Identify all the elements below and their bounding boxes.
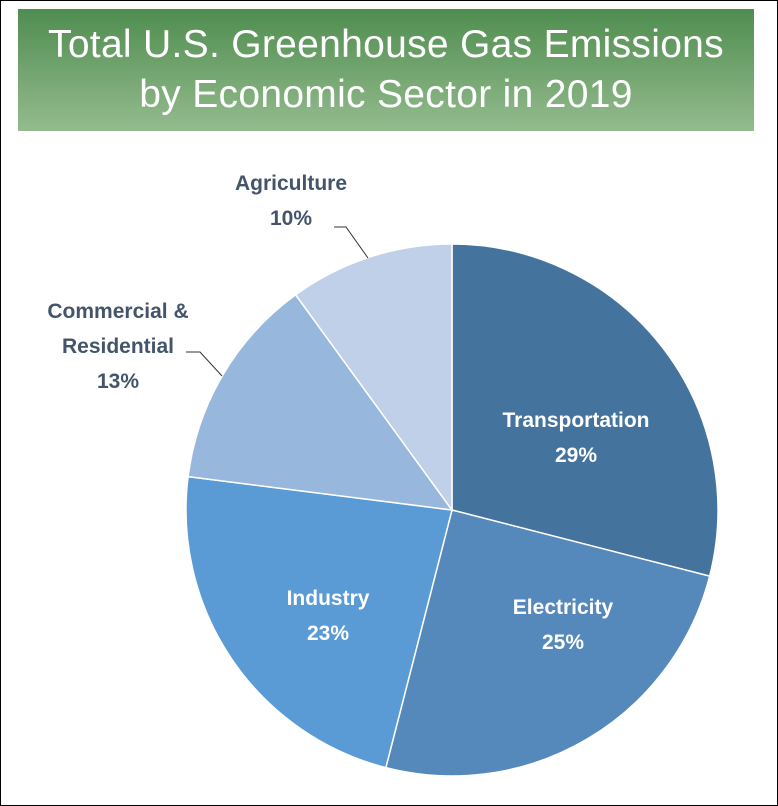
- pie-slice-industry: [185, 475, 453, 769]
- data-label-value: 23%: [307, 622, 349, 645]
- chart-title-line-2: by Economic Sector in 2019: [139, 73, 633, 116]
- data-label: Electricity 25%: [513, 596, 614, 654]
- pie-slice-agriculture: [294, 243, 453, 513]
- data-label-name: Electricity: [513, 596, 614, 619]
- data-label-value: 13%: [97, 370, 139, 393]
- data-label: Agriculture 10%: [235, 172, 347, 230]
- data-label: Transportation 29%: [502, 409, 649, 467]
- leader-line: [186, 351, 223, 377]
- data-label-name: Commercial &: [47, 300, 188, 323]
- leader-line: [334, 226, 369, 259]
- data-label-value: 29%: [555, 444, 597, 467]
- data-label-value: 25%: [542, 631, 584, 654]
- chart-title-line-1: Total U.S. Greenhouse Gas Emissions: [48, 23, 724, 66]
- pie-slice-commercial-residential: [187, 293, 454, 511]
- data-label-value: 10%: [270, 207, 312, 230]
- data-label-name: Transportation: [502, 409, 649, 432]
- data-label: Commercial & Residential 13%: [47, 300, 188, 393]
- pie-slice-transportation: [451, 243, 719, 578]
- pie-slice-electricity: [384, 509, 711, 777]
- data-label-name: Industry: [287, 587, 370, 610]
- data-label-name: Residential: [62, 335, 174, 358]
- data-label: Industry 23%: [287, 587, 370, 645]
- data-label-name: Agriculture: [235, 172, 347, 195]
- chart-title-banner: Total U.S. Greenhouse Gas Emissions by E…: [18, 9, 754, 131]
